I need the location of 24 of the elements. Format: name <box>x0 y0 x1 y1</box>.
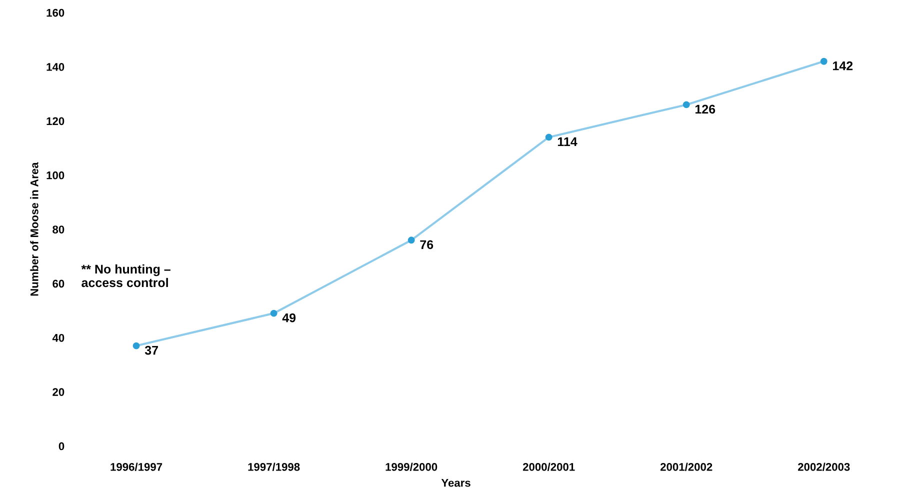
annotation: ** No hunting – access control <box>81 264 170 288</box>
data-label: 126 <box>695 104 716 114</box>
y-tick-label: 0 <box>58 442 64 450</box>
data-label: 76 <box>420 240 434 250</box>
data-label: 49 <box>282 313 296 322</box>
data-label: 114 <box>558 137 578 146</box>
x-axis-title: Years <box>441 479 470 487</box>
y-tick-label: 120 <box>46 117 64 126</box>
y-tick-label: 80 <box>52 226 64 234</box>
data-label: 37 <box>144 346 158 355</box>
y-tick-label: 20 <box>52 388 64 396</box>
data-label: 142 <box>833 61 853 70</box>
y-tick-label: 60 <box>52 280 64 288</box>
x-tick-label: 1999/2000 <box>386 462 438 471</box>
x-tick-label: 1997/1998 <box>248 462 300 471</box>
y-axis-title: Number of Moose in Area <box>30 162 38 296</box>
y-tick-label: 160 <box>46 8 64 17</box>
y-tick-label: 100 <box>46 171 64 180</box>
x-tick-label: 1996/1997 <box>110 462 162 471</box>
x-tick-label: 2001/2002 <box>660 462 712 471</box>
y-tick-label: 140 <box>46 63 64 71</box>
x-tick-label: 2000/2001 <box>522 462 575 471</box>
y-tick-label: 40 <box>52 334 64 342</box>
x-tick-label: 2002/2003 <box>798 462 850 471</box>
